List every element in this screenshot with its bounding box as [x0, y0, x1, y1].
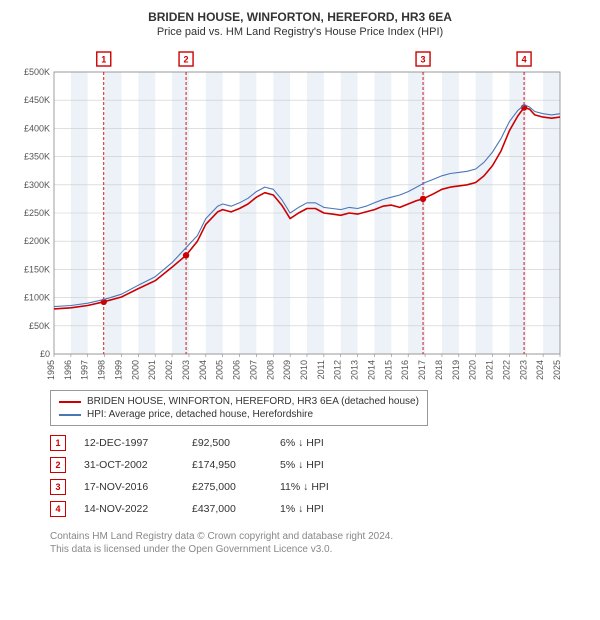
sale-marker-box: 1	[50, 435, 66, 451]
sale-marker-box: 4	[50, 501, 66, 517]
svg-text:£300K: £300K	[24, 180, 50, 190]
svg-text:1: 1	[101, 55, 106, 65]
svg-text:2015: 2015	[383, 360, 393, 380]
legend-item: BRIDEN HOUSE, WINFORTON, HEREFORD, HR3 6…	[59, 395, 419, 408]
sale-price: £174,950	[192, 459, 262, 471]
footer-attribution: Contains HM Land Registry data © Crown c…	[50, 530, 590, 556]
svg-text:2019: 2019	[451, 360, 461, 380]
sale-price: £437,000	[192, 503, 262, 515]
legend: BRIDEN HOUSE, WINFORTON, HEREFORD, HR3 6…	[50, 390, 428, 426]
svg-text:2011: 2011	[316, 360, 326, 379]
svg-text:£400K: £400K	[24, 123, 50, 133]
svg-text:2017: 2017	[417, 360, 427, 380]
svg-text:£450K: £450K	[24, 95, 50, 105]
svg-text:2002: 2002	[164, 360, 174, 380]
footer-line-2: This data is licensed under the Open Gov…	[50, 543, 590, 556]
svg-text:2006: 2006	[232, 360, 242, 380]
legend-swatch	[59, 414, 81, 416]
svg-text:2000: 2000	[130, 360, 140, 380]
sale-price: £275,000	[192, 481, 262, 493]
svg-text:2005: 2005	[215, 360, 225, 380]
legend-label: BRIDEN HOUSE, WINFORTON, HEREFORD, HR3 6…	[87, 396, 419, 407]
legend-swatch	[59, 401, 81, 403]
svg-text:1995: 1995	[46, 360, 56, 380]
svg-text:2001: 2001	[147, 360, 157, 380]
svg-text:2010: 2010	[299, 360, 309, 380]
svg-text:2023: 2023	[518, 360, 528, 380]
svg-text:2022: 2022	[501, 360, 511, 380]
sale-marker-box: 2	[50, 457, 66, 473]
svg-text:2018: 2018	[434, 360, 444, 380]
svg-text:2020: 2020	[468, 360, 478, 380]
svg-text:£100K: £100K	[24, 293, 50, 303]
sales-row: 3 17-NOV-2016 £275,000 11% ↓ HPI	[50, 476, 590, 498]
svg-text:2009: 2009	[282, 360, 292, 380]
svg-text:2012: 2012	[333, 360, 343, 380]
svg-text:2013: 2013	[350, 360, 360, 380]
svg-text:£500K: £500K	[24, 67, 50, 77]
svg-text:4: 4	[522, 55, 527, 65]
chart-title: BRIDEN HOUSE, WINFORTON, HEREFORD, HR3 6…	[10, 10, 590, 24]
sales-table: 1 12-DEC-1997 £92,500 6% ↓ HPI 2 31-OCT-2002 £…	[50, 432, 590, 520]
svg-text:1996: 1996	[63, 360, 73, 380]
legend-label: HPI: Average price, detached house, Here…	[87, 409, 313, 420]
svg-text:£250K: £250K	[24, 208, 50, 218]
svg-text:2024: 2024	[535, 360, 545, 380]
sale-delta: 11% ↓ HPI	[280, 481, 360, 493]
legend-item: HPI: Average price, detached house, Here…	[59, 408, 419, 421]
svg-text:1999: 1999	[113, 360, 123, 380]
svg-text:2003: 2003	[181, 360, 191, 380]
svg-text:£200K: £200K	[24, 236, 50, 246]
svg-text:2004: 2004	[198, 360, 208, 380]
sale-price: £92,500	[192, 437, 262, 449]
svg-text:£350K: £350K	[24, 152, 50, 162]
svg-text:2025: 2025	[552, 360, 562, 380]
svg-text:2021: 2021	[485, 360, 495, 380]
svg-text:3: 3	[421, 55, 426, 65]
sale-delta: 5% ↓ HPI	[280, 459, 360, 471]
svg-text:2014: 2014	[366, 360, 376, 380]
price-chart: £0 £50K £100K £150K £200K £250K £300K £350K £400…	[10, 44, 570, 384]
sale-date: 12-DEC-1997	[84, 437, 174, 449]
sales-row: 2 31-OCT-2002 £174,950 5% ↓ HPI	[50, 454, 590, 476]
svg-text:2016: 2016	[400, 360, 410, 380]
sale-date: 14-NOV-2022	[84, 503, 174, 515]
sales-row: 4 14-NOV-2022 £437,000 1% ↓ HPI	[50, 498, 590, 520]
chart-subtitle: Price paid vs. HM Land Registry's House …	[10, 26, 590, 38]
svg-text:1997: 1997	[80, 360, 90, 380]
svg-text:1998: 1998	[97, 360, 107, 380]
svg-text:£150K: £150K	[24, 264, 50, 274]
svg-text:£50K: £50K	[29, 321, 50, 331]
sale-delta: 6% ↓ HPI	[280, 437, 360, 449]
chart-container: £0 £50K £100K £150K £200K £250K £300K £350K £400…	[10, 44, 590, 384]
sale-date: 17-NOV-2016	[84, 481, 174, 493]
sale-date: 31-OCT-2002	[84, 459, 174, 471]
sales-row: 1 12-DEC-1997 £92,500 6% ↓ HPI	[50, 432, 590, 454]
footer-line-1: Contains HM Land Registry data © Crown c…	[50, 530, 590, 543]
sale-delta: 1% ↓ HPI	[280, 503, 360, 515]
svg-text:2007: 2007	[248, 360, 258, 380]
svg-text:2: 2	[184, 55, 189, 65]
svg-text:£0: £0	[40, 349, 50, 359]
svg-text:2008: 2008	[265, 360, 275, 380]
sale-marker-box: 3	[50, 479, 66, 495]
